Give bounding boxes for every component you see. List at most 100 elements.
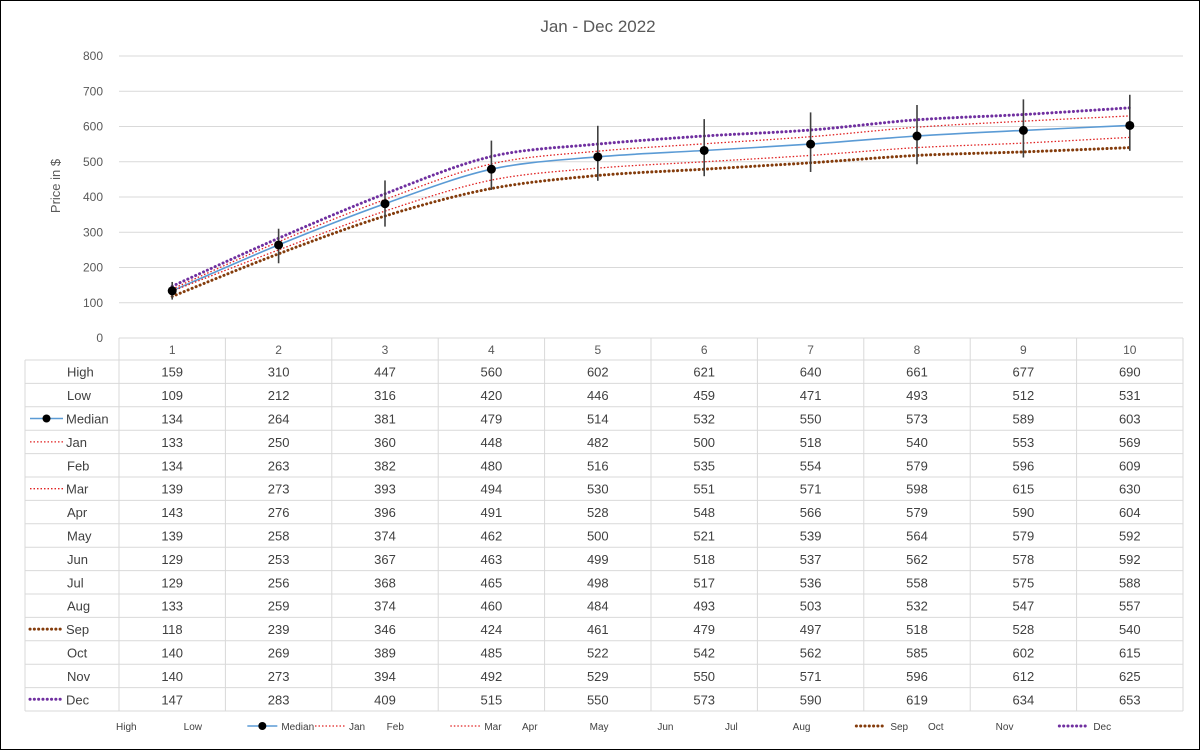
table-cell: 518 (906, 622, 928, 637)
table-cell: 367 (374, 552, 396, 567)
legend-item-jun: Jun (657, 722, 673, 733)
table-cell: 516 (587, 458, 609, 473)
table-cell: 537 (800, 552, 822, 567)
table-cell: 521 (693, 529, 715, 544)
table-cell: 550 (587, 692, 609, 707)
table-cell: 409 (374, 692, 396, 707)
legend: High Low Median Jan Feb Mar Apr May Jun Jul Aug Sep… (116, 722, 1111, 733)
table-cell: 542 (693, 646, 715, 661)
table-cell: 602 (1013, 646, 1035, 661)
row-label-sep: Sep (66, 622, 89, 637)
legend-item-apr: Apr (522, 722, 538, 733)
table-cell: 264 (268, 412, 290, 427)
legend-label: Oct (928, 722, 944, 733)
table-cell: 253 (268, 552, 290, 567)
table-cell: 529 (587, 669, 609, 684)
row-label-jun: Jun (67, 552, 88, 567)
legend-item-mar: Mar (450, 722, 502, 733)
table-cell: 589 (1013, 412, 1035, 427)
table-cell: 500 (693, 435, 715, 450)
table-cell: 579 (906, 458, 928, 473)
median-marker (1018, 125, 1028, 135)
row-label-oct: Oct (67, 646, 88, 661)
table-cell: 531 (1119, 388, 1141, 403)
table-cell: 522 (587, 646, 609, 661)
legend-label: Jan (349, 722, 365, 733)
table-cell: 129 (161, 575, 183, 590)
table-cell: 518 (800, 435, 822, 450)
table-cell: 500 (587, 529, 609, 544)
table-cell: 634 (1013, 692, 1035, 707)
y-tick-label: 800 (83, 49, 103, 63)
table-cell: 677 (1013, 365, 1035, 380)
legend-label: Apr (522, 722, 538, 733)
table-cell: 528 (587, 505, 609, 520)
legend-label: High (116, 722, 137, 733)
table-cell: 134 (161, 458, 183, 473)
row-label-jan: Jan (66, 435, 87, 450)
table-cell: 579 (906, 505, 928, 520)
table-cell: 448 (481, 435, 503, 450)
median-marker (699, 145, 709, 155)
table-cell: 259 (268, 599, 290, 614)
table-cell: 479 (481, 412, 503, 427)
table-cell: 368 (374, 575, 396, 590)
median-marker (274, 240, 284, 250)
table-cell: 310 (268, 365, 290, 380)
median-marker (1125, 120, 1135, 130)
table-cell: 374 (374, 529, 396, 544)
table-cell: 462 (481, 529, 503, 544)
table-cell: 598 (906, 482, 928, 497)
table-cell: 530 (587, 482, 609, 497)
legend-key-marker (258, 722, 267, 730)
legend-label: May (590, 722, 609, 733)
y-tick-labels: 0 100 200 300 400 500 600 700 800 (83, 49, 103, 345)
table-cell: 528 (1013, 622, 1035, 637)
x-tick-label: 6 (701, 343, 708, 357)
x-tick-label: 3 (382, 343, 389, 357)
table-cell: 566 (800, 505, 822, 520)
table-cell: 491 (481, 505, 503, 520)
table-cell: 396 (374, 505, 396, 520)
table-cell: 558 (906, 575, 928, 590)
y-tick-label: 100 (83, 296, 103, 310)
table-cell: 316 (374, 388, 396, 403)
table-cell: 603 (1119, 412, 1141, 427)
table-cell: 590 (1013, 505, 1035, 520)
legend-label: Jul (725, 722, 738, 733)
table-cell: 612 (1013, 669, 1035, 684)
table-cell: 619 (906, 692, 928, 707)
table-cell: 143 (161, 505, 183, 520)
table-cell: 690 (1119, 365, 1141, 380)
table-cell: 514 (587, 412, 609, 427)
median-marker (167, 286, 177, 296)
legend-key-marker (42, 414, 51, 423)
table-cell: 515 (481, 692, 503, 707)
table-cell: 564 (906, 529, 928, 544)
table-cell: 540 (1119, 622, 1141, 637)
table-cell: 159 (161, 365, 183, 380)
row-label-low: Low (67, 388, 91, 403)
chart-title: Jan - Dec 2022 (540, 17, 655, 36)
table-cell: 548 (693, 505, 715, 520)
legend-item-aug: Aug (793, 722, 811, 733)
table-cell: 604 (1119, 505, 1141, 520)
table-cell: 571 (800, 482, 822, 497)
table-cell: 517 (693, 575, 715, 590)
y-tick-label: 300 (83, 225, 103, 239)
table-cell: 661 (906, 365, 928, 380)
table-cell: 446 (587, 388, 609, 403)
x-tick-label: 7 (807, 343, 814, 357)
table-cell: 239 (268, 622, 290, 637)
table-cell: 212 (268, 388, 290, 403)
table-cell: 389 (374, 646, 396, 661)
legend-label: Low (184, 722, 203, 733)
x-tick-label: 2 (275, 343, 282, 357)
table-cell: 554 (800, 458, 822, 473)
table-cell: 485 (481, 646, 503, 661)
table-cell: 273 (268, 482, 290, 497)
table-cell: 585 (906, 646, 928, 661)
table-cell: 382 (374, 458, 396, 473)
table-cell: 133 (161, 599, 183, 614)
table-cell: 590 (800, 692, 822, 707)
